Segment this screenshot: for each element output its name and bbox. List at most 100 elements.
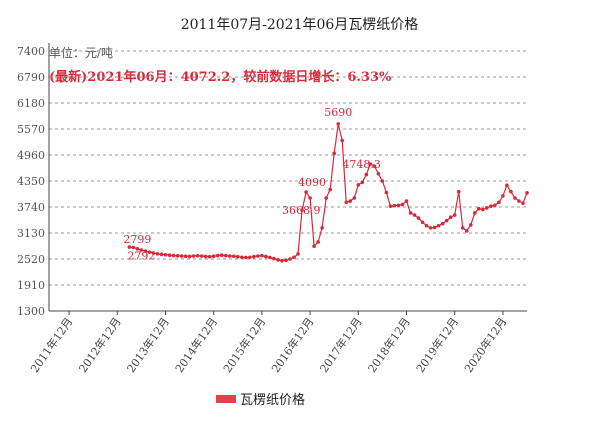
data-point bbox=[163, 252, 168, 257]
data-point bbox=[380, 179, 385, 183]
data-point bbox=[336, 122, 341, 126]
data-point bbox=[525, 191, 529, 195]
data-point bbox=[452, 213, 457, 217]
x-tick-label: 2012年12月 bbox=[76, 315, 124, 375]
data-point bbox=[416, 216, 421, 220]
data-point bbox=[436, 223, 441, 228]
data-point bbox=[464, 229, 469, 233]
data-point bbox=[252, 254, 256, 259]
data-point bbox=[127, 245, 132, 249]
data-point bbox=[268, 255, 272, 260]
data-point bbox=[444, 218, 449, 223]
data-point bbox=[296, 252, 300, 256]
data-point bbox=[476, 206, 481, 211]
data-point bbox=[312, 244, 316, 249]
data-point bbox=[388, 204, 393, 208]
data-point bbox=[356, 183, 361, 187]
data-point bbox=[207, 254, 212, 259]
data-point bbox=[288, 257, 292, 261]
data-labels: 2799 2792 4090 3668.9 5690 4748.3 bbox=[123, 106, 381, 263]
data-point bbox=[284, 258, 288, 263]
data-point bbox=[468, 223, 473, 227]
x-tick-label: 2018年12月 bbox=[365, 315, 413, 375]
data-point bbox=[360, 180, 365, 185]
series-line bbox=[129, 123, 528, 262]
data-point bbox=[264, 254, 268, 259]
data-point bbox=[440, 221, 445, 226]
data-point bbox=[300, 208, 304, 212]
data-point bbox=[211, 254, 216, 259]
data-point bbox=[235, 254, 240, 259]
data-point bbox=[143, 249, 148, 253]
x-axis-ticks: 2011年12月 2012年12月 2013年12月 2014年12月 2015年12月… bbox=[27, 311, 509, 375]
data-point bbox=[304, 190, 308, 194]
data-point bbox=[428, 226, 433, 230]
chart-title: 2011年07月-2021年06月瓦楞纸价格 bbox=[180, 17, 419, 33]
data-point bbox=[227, 254, 232, 258]
data-point bbox=[248, 255, 252, 260]
y-tick-label: 6180 bbox=[17, 97, 45, 110]
data-point bbox=[240, 255, 244, 260]
data-label: 2799 bbox=[123, 233, 151, 246]
series-points bbox=[127, 122, 529, 263]
y-tick-label: 1300 bbox=[17, 305, 45, 318]
data-point bbox=[432, 225, 437, 230]
data-point bbox=[151, 251, 156, 255]
data-point bbox=[400, 202, 405, 207]
data-point bbox=[493, 203, 497, 208]
data-point bbox=[497, 200, 501, 205]
data-point bbox=[332, 151, 336, 156]
data-point bbox=[509, 189, 513, 194]
data-point bbox=[517, 199, 521, 203]
x-tick-label: 2014年12月 bbox=[172, 315, 220, 375]
data-point bbox=[396, 203, 401, 208]
data-label: 5690 bbox=[324, 106, 352, 119]
data-point bbox=[139, 248, 144, 252]
x-tick-label: 2020年12月 bbox=[461, 315, 509, 375]
data-point bbox=[199, 254, 204, 258]
series-line bbox=[129, 123, 528, 262]
data-point bbox=[280, 258, 284, 263]
data-point bbox=[460, 226, 465, 230]
data-point bbox=[384, 190, 389, 195]
data-point bbox=[175, 254, 180, 258]
data-point bbox=[155, 252, 160, 256]
data-point bbox=[244, 255, 248, 260]
data-point bbox=[191, 254, 196, 258]
y-tick-label: 4350 bbox=[17, 175, 45, 188]
data-point bbox=[472, 211, 477, 215]
data-point bbox=[171, 253, 176, 258]
y-tick-label: 1910 bbox=[17, 279, 45, 292]
data-point bbox=[521, 201, 525, 205]
data-point bbox=[320, 226, 324, 230]
data-label: 4748.3 bbox=[342, 158, 381, 171]
data-point bbox=[412, 213, 417, 217]
data-point bbox=[340, 138, 345, 143]
legend[interactable]: 瓦楞纸价格 bbox=[216, 389, 305, 408]
axes bbox=[48, 43, 527, 312]
legend-label: 瓦楞纸价格 bbox=[240, 393, 306, 408]
data-point bbox=[219, 253, 224, 257]
y-tick-label: 5570 bbox=[17, 123, 45, 136]
y-tick-label: 7400 bbox=[17, 45, 45, 58]
data-point bbox=[364, 172, 369, 177]
y-tick-label: 3740 bbox=[17, 201, 45, 214]
data-point bbox=[135, 246, 140, 251]
data-point bbox=[324, 196, 328, 200]
y-tick-label: 4960 bbox=[17, 149, 45, 162]
data-point bbox=[272, 256, 276, 261]
data-point bbox=[276, 258, 280, 262]
data-point bbox=[456, 189, 461, 194]
data-point bbox=[424, 223, 429, 228]
data-point bbox=[179, 254, 184, 258]
data-label: 4090 bbox=[298, 176, 326, 189]
x-tick-label: 2011年12月 bbox=[27, 315, 75, 375]
x-tick-label: 2019年12月 bbox=[413, 315, 461, 375]
data-point bbox=[223, 253, 228, 258]
data-point bbox=[256, 254, 260, 258]
data-point bbox=[448, 215, 453, 220]
data-point bbox=[392, 203, 397, 208]
data-point bbox=[501, 194, 505, 198]
data-label: 2792 bbox=[127, 249, 155, 262]
data-point bbox=[308, 196, 312, 200]
